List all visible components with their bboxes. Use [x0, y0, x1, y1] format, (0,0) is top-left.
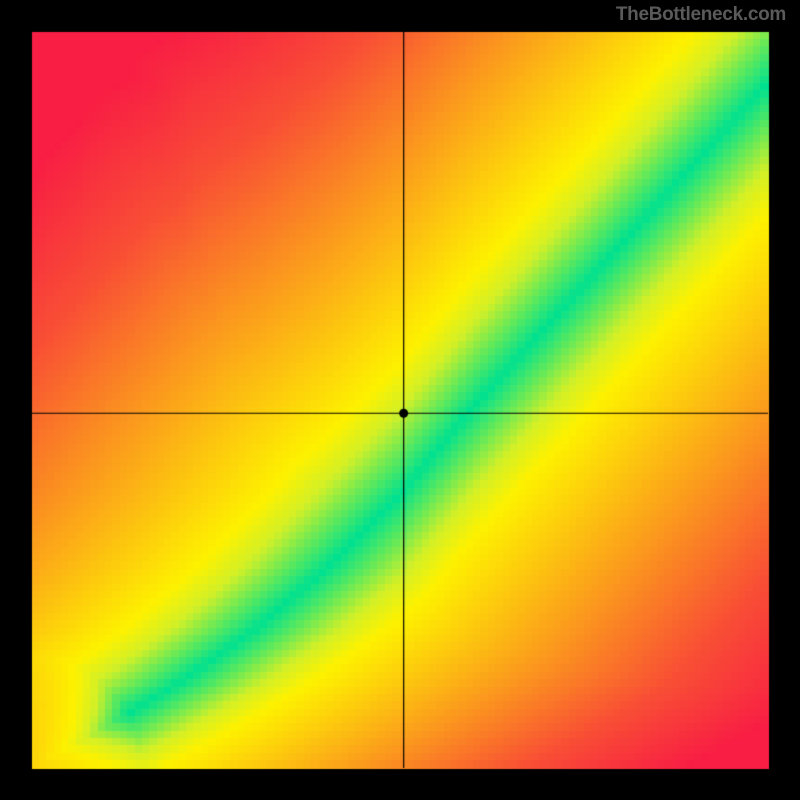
bottleneck-heatmap-canvas [0, 0, 800, 800]
watermark-text: TheBottleneck.com [616, 4, 786, 26]
chart-container: TheBottleneck.com [0, 0, 800, 800]
